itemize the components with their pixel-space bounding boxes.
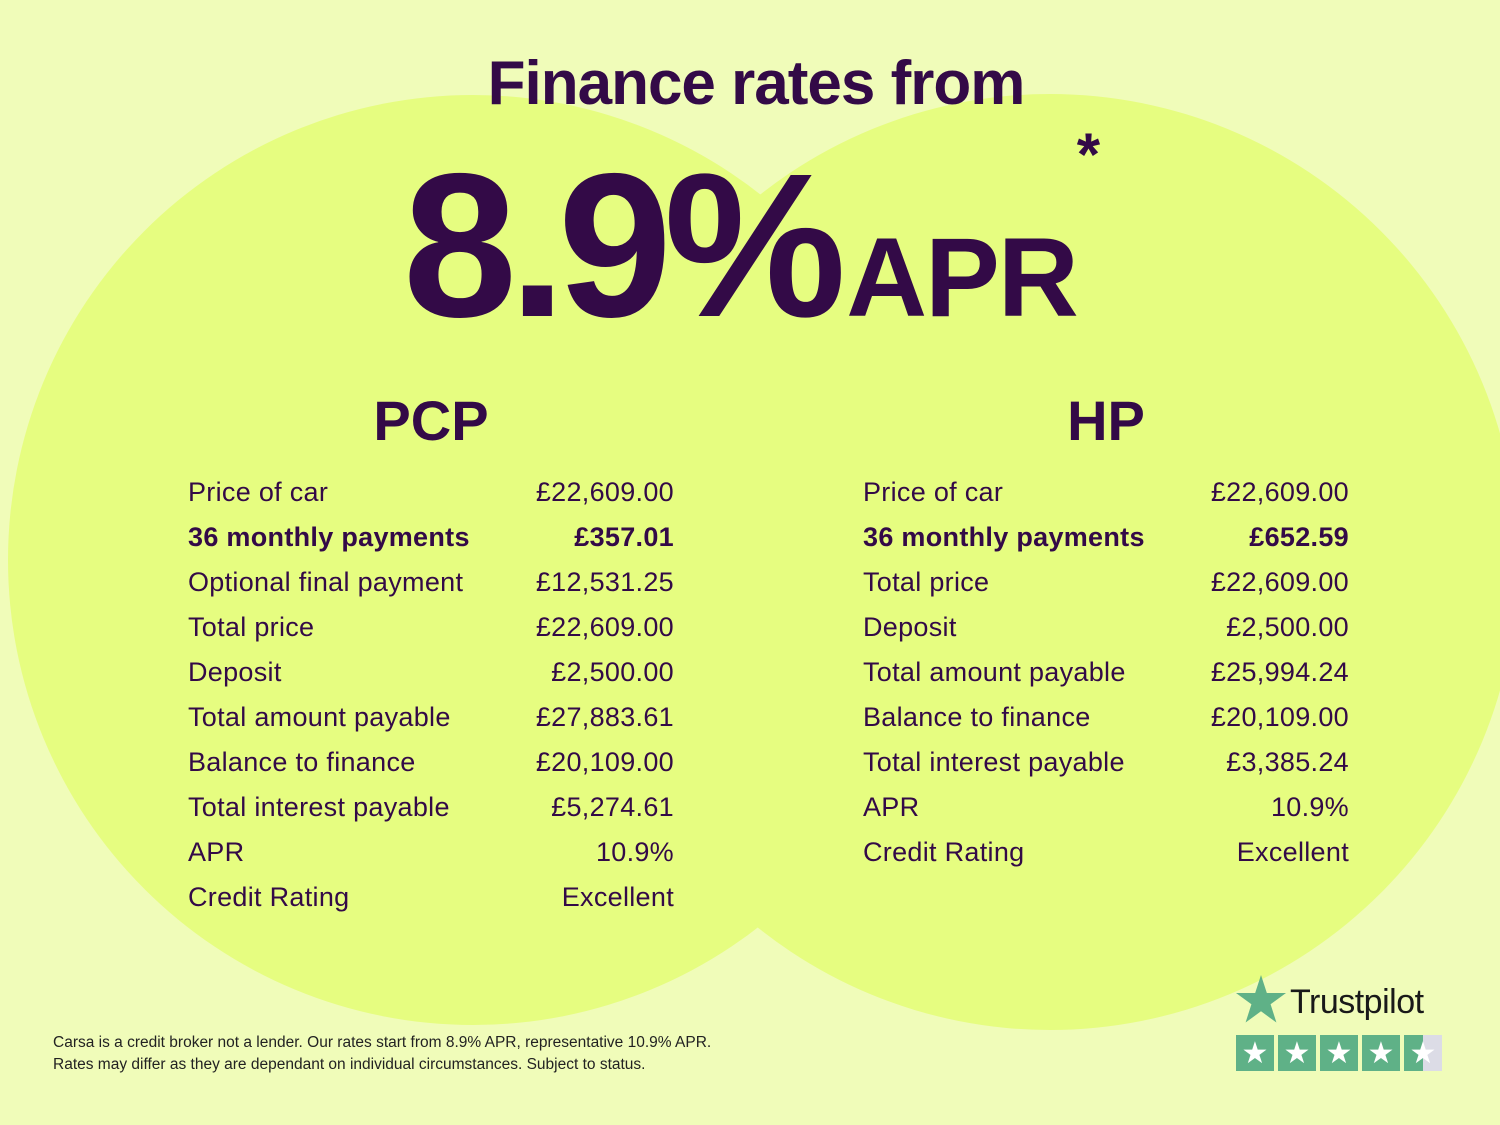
table-row: Price of car £22,609.00: [863, 477, 1349, 522]
row-label: Total amount payable: [188, 702, 451, 732]
table-row: Deposit £2,500.00: [863, 612, 1349, 657]
table-row: 36 monthly payments £357.01: [188, 522, 674, 567]
table-row: Total price £22,609.00: [188, 612, 674, 657]
trustpilot-name: Trustpilot: [1290, 983, 1424, 1021]
table-row: Total price £22,609.00: [863, 567, 1349, 612]
row-value: £2,500.00: [1226, 612, 1349, 642]
row-label: Total interest payable: [188, 792, 450, 822]
row-value: £652.59: [1249, 522, 1349, 552]
star-icon: ★: [1362, 1035, 1400, 1071]
row-label: Balance to finance: [188, 747, 416, 777]
row-label: Deposit: [188, 657, 282, 687]
hp-title: HP: [1067, 389, 1145, 452]
row-label: APR: [188, 837, 245, 867]
row-value: £5,274.61: [551, 792, 674, 822]
row-value: £3,385.24: [1226, 747, 1349, 777]
star-icon: ★: [1236, 1035, 1274, 1071]
disclaimer-line: Rates may differ as they are dependant o…: [53, 1056, 646, 1073]
row-value: £22,609.00: [535, 612, 674, 642]
table-row: Balance to finance £20,109.00: [863, 702, 1349, 747]
row-value: £27,883.61: [535, 702, 674, 732]
table-row: Total interest payable £3,385.24: [863, 747, 1349, 792]
row-label: 36 monthly payments: [188, 522, 470, 552]
table-row: Total amount payable £27,883.61: [188, 702, 674, 747]
row-value: £357.01: [574, 522, 674, 552]
row-label: Credit Rating: [863, 837, 1025, 867]
asterisk: *: [1076, 121, 1101, 188]
table-row: Deposit £2,500.00: [188, 657, 674, 702]
row-label: 36 monthly payments: [863, 522, 1145, 552]
disclaimer-line: Carsa is a credit broker not a lender. O…: [53, 1034, 712, 1051]
headline-title: Finance rates from: [487, 49, 1026, 118]
row-label: APR: [863, 792, 920, 822]
row-value: Excellent: [561, 882, 674, 912]
trustpilot-badge: Trustpilot ★ ★ ★ ★ ★: [1236, 975, 1442, 1071]
row-value: £25,994.24: [1210, 657, 1349, 687]
row-label: Price of car: [188, 477, 329, 507]
right-circle: [582, 94, 1500, 1030]
row-value: £2,500.00: [551, 657, 674, 687]
row-value: 10.9%: [1270, 792, 1349, 822]
table-row: APR 10.9%: [188, 837, 674, 882]
table-row: APR 10.9%: [863, 792, 1349, 837]
row-label: Total price: [863, 567, 990, 597]
row-value: 10.9%: [595, 837, 674, 867]
row-value: £22,609.00: [1210, 567, 1349, 597]
table-row: Total interest payable £5,274.61: [188, 792, 674, 837]
table-row: Balance to finance £20,109.00: [188, 747, 674, 792]
table-row: Price of car £22,609.00: [188, 477, 674, 522]
row-label: Balance to finance: [863, 702, 1091, 732]
row-label: Credit Rating: [188, 882, 350, 912]
apr-label: APR: [846, 215, 1078, 340]
rate-value: 8.9%: [403, 131, 846, 360]
hp-table: HP Price of car £22,609.00 36 monthly paym…: [863, 388, 1349, 882]
row-value: £20,109.00: [535, 747, 674, 777]
pcp-title: PCP: [373, 389, 489, 452]
row-label: Price of car: [863, 477, 1004, 507]
table-row: Credit Rating Excellent: [188, 882, 674, 927]
headline-rate: 8.9%APR *: [403, 121, 1100, 364]
table-row: Optional final payment £12,531.25: [188, 567, 674, 612]
star-icon: ★: [1320, 1035, 1358, 1071]
table-row: 36 monthly payments £652.59: [863, 522, 1349, 567]
row-value: £20,109.00: [1210, 702, 1349, 732]
star-icon: ★: [1278, 1035, 1316, 1071]
trustpilot-rating: ★ ★ ★ ★ ★: [1236, 1035, 1442, 1071]
row-label: Deposit: [863, 612, 957, 642]
table-row: Credit Rating Excellent: [863, 837, 1349, 882]
row-value: £12,531.25: [535, 567, 674, 597]
row-value: £22,609.00: [535, 477, 674, 507]
pcp-table: PCP Price of car £22,609.00 36 monthly pay…: [188, 388, 674, 927]
star-icon: ★: [1404, 1035, 1442, 1071]
row-label: Total amount payable: [863, 657, 1126, 687]
row-label: Optional final payment: [188, 567, 464, 597]
row-value: £22,609.00: [1210, 477, 1349, 507]
row-label: Total price: [188, 612, 315, 642]
row-label: Total interest payable: [863, 747, 1125, 777]
trustpilot-star-icon: [1236, 975, 1286, 1023]
table-row: Total amount payable £25,994.24: [863, 657, 1349, 702]
row-value: Excellent: [1236, 837, 1349, 867]
disclaimer: Carsa is a credit broker not a lender. O…: [53, 1032, 711, 1076]
